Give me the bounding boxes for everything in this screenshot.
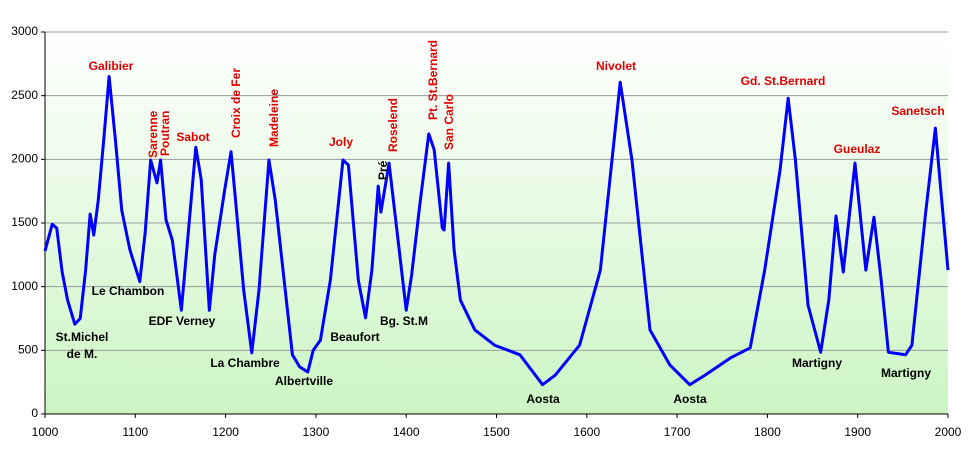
annotation: Gueulaz	[834, 142, 881, 156]
annotation: St.Michel	[56, 330, 109, 344]
x-tick-label: 1700	[664, 425, 691, 439]
annotation: Martigny	[881, 366, 931, 380]
annotation: Galibier	[89, 59, 134, 73]
annotation: EDF Verney	[149, 314, 216, 328]
x-tick-label: 1000	[32, 425, 59, 439]
annotation: de M.	[67, 347, 98, 361]
x-tick-label: 1900	[844, 425, 871, 439]
y-tick-label: 2000	[11, 152, 38, 166]
annotation: Nivolet	[596, 59, 636, 73]
annotation: Sabot	[176, 130, 209, 144]
annotation: Croix de Fer	[229, 68, 243, 138]
annotation: Poutran	[158, 111, 172, 156]
annotation: Sarenne	[146, 110, 160, 158]
x-tick-label: 1100	[122, 425, 148, 439]
y-tick-label: 0	[31, 406, 38, 420]
y-tick-label: 500	[18, 343, 38, 357]
annotation: Beaufort	[330, 330, 379, 344]
annotation: Albertville	[275, 374, 333, 388]
x-tick-label: 2000	[935, 425, 962, 439]
y-tick-label: 1000	[11, 279, 38, 293]
annotation: Bg. St.M	[380, 314, 428, 328]
x-tick-label: 1600	[573, 425, 600, 439]
x-tick-label: 1800	[754, 425, 781, 439]
elevation-line	[43, 75, 950, 387]
x-tick-label: 1500	[483, 425, 510, 439]
y-tick-label: 2500	[11, 88, 38, 102]
annotation: Gd. St.Bernard	[741, 74, 826, 88]
annotation: Pt. St.Bernard	[426, 40, 440, 120]
annotation: Aosta	[673, 392, 707, 406]
x-tick-label: 1400	[393, 425, 420, 439]
annotation: La Chambre	[210, 356, 280, 370]
x-tick-label: 1300	[303, 425, 330, 439]
annotation: Martigny	[792, 356, 842, 370]
annotation: San Carlo	[442, 94, 456, 150]
x-tick-label: 1200	[212, 425, 239, 439]
annotation: Pré	[376, 160, 390, 180]
annotation: Joly	[329, 135, 353, 149]
y-tick-label: 1500	[11, 215, 38, 229]
y-tick-label: 3000	[11, 24, 38, 38]
annotation: Sanetsch	[891, 104, 944, 118]
annotation: Aosta	[526, 392, 560, 406]
annotation: Le Chambon	[92, 284, 165, 298]
annotation: Madeleine	[267, 89, 281, 147]
annotation: Roselend	[386, 98, 400, 152]
